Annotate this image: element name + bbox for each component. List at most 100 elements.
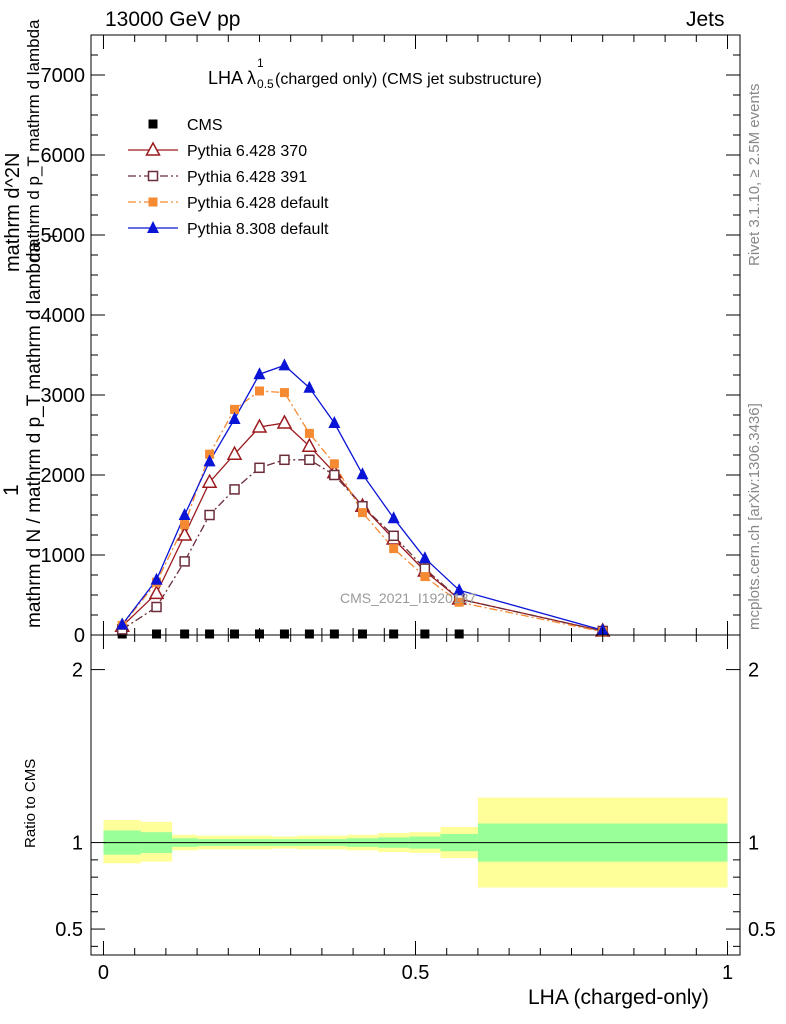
series-line-pythia-8-308-default: [121, 364, 603, 631]
ratio-ytick-label-right: 2: [748, 660, 759, 682]
data-point-pythia-6-428-391: [204, 509, 215, 521]
data-point-pythia-6-428-default: [230, 404, 240, 414]
legend-marker-pythia-8-308-default: [147, 221, 159, 233]
data-point-cms: [454, 629, 464, 639]
main-ytick-label: 2000: [41, 465, 86, 487]
main-ytick-label: 1000: [41, 545, 86, 567]
plot-title: LHA λ 1 0.5 (charged only) (CMS jet substr…: [208, 56, 542, 91]
data-point-pythia-8-308-default: [356, 467, 369, 480]
data-point-pythia-6-428-391: [254, 462, 265, 474]
main-ytick-label: 4000: [41, 305, 86, 327]
data-point-pythia-6-428-391: [229, 484, 240, 495]
data-point-pythia-8-308-default: [278, 358, 291, 371]
legend-label-pythia-6-428-391: Pythia 6.428 391: [187, 169, 307, 186]
data-point-pythia-6-428-default: [254, 386, 264, 396]
main-ytick-label: 6000: [41, 145, 86, 167]
data-point-pythia-6-428-default: [454, 597, 464, 607]
data-point-cms: [279, 629, 289, 639]
side-label-bottom: mcplots.cern.ch [arXiv:1306.3436]: [746, 403, 763, 630]
data-point-pythia-8-308-default: [387, 511, 400, 524]
main-ytick-label: 7000: [41, 65, 86, 87]
x-axis-label: LHA (charged-only): [528, 986, 709, 1009]
data-point-pythia-8-308-default: [150, 572, 163, 585]
ratio-xtick-label: 0.5: [402, 962, 430, 984]
ratio-plot-frame: [90, 634, 741, 956]
data-point-cms: [230, 629, 240, 639]
data-point-cms: [329, 629, 339, 639]
header-left: 13000 GeV pp: [105, 8, 241, 31]
data-point-pythia-6-428-370: [176, 526, 193, 541]
data-point-pythia-6-428-370: [201, 473, 218, 488]
legend-marker-pythia-6-428-default: [148, 197, 158, 207]
data-point-cms: [180, 629, 190, 639]
ylabel-over-mid: mathrm d p_T mathrm d lambda: [24, 19, 43, 263]
legend-label-cms: CMS: [187, 117, 223, 134]
data-point-pythia-6-428-391: [179, 556, 190, 567]
series-line-pythia-6-428-default: [121, 390, 603, 633]
ratio-ytick-label: 1: [72, 833, 83, 855]
data-point-pythia-6-428-370: [251, 418, 268, 433]
legend-label-pythia-8-308-default: Pythia 8.308 default: [187, 221, 329, 238]
data-point-pythia-6-428-370: [148, 584, 165, 600]
data-point-pythia-6-428-391: [419, 563, 431, 574]
data-point-cms: [357, 629, 367, 639]
data-point-pythia-6-428-370: [301, 437, 318, 452]
data-point-pythia-6-428-391: [329, 469, 340, 481]
data-point-pythia-8-308-default: [178, 508, 191, 520]
data-point-pythia-8-308-default: [418, 551, 431, 564]
data-point-pythia-8-308-default: [116, 617, 129, 630]
data-point-pythia-6-428-default: [357, 508, 367, 518]
legend-marker-cms: [148, 119, 158, 129]
ratio-xtick-label: 1: [722, 962, 733, 984]
plot-title-main: LHA λ: [208, 68, 257, 88]
data-point-pythia-6-428-default: [304, 428, 314, 438]
legend-label-pythia-6-428-default: Pythia 6.428 default: [187, 195, 329, 212]
watermark: CMS_2021_I1920187: [340, 590, 477, 606]
plot-title-sub: 0.5: [257, 77, 274, 91]
data-point-pythia-6-428-default: [329, 459, 339, 469]
plot-title-sup: 1: [257, 56, 264, 70]
data-point-cms: [205, 629, 215, 639]
header-right: Jets: [686, 8, 725, 31]
data-point-pythia-8-308-default: [328, 416, 341, 428]
data-point-pythia-8-308-default: [253, 367, 266, 380]
main-ytick-label: 5000: [41, 225, 86, 247]
ratio-ytick-label-right: 1: [748, 833, 759, 855]
main-ytick-label: 0: [74, 625, 85, 647]
legend-marker-pythia-6-428-391: [147, 170, 159, 182]
main-ytick-label: 3000: [41, 385, 86, 407]
data-point-pythia-6-428-default: [205, 449, 215, 459]
data-point-pythia-6-428-default: [420, 572, 430, 582]
ratio-ytick-label-right: 0.5: [748, 919, 776, 941]
data-point-cms: [420, 629, 430, 639]
data-point-cms: [152, 629, 162, 639]
plot-title-rest: (charged only) (CMS jet substructure): [275, 71, 542, 88]
ratio-ytick-label: 2: [72, 660, 83, 682]
data-point-pythia-6-428-default: [180, 520, 190, 530]
data-point-pythia-8-308-default: [453, 583, 466, 596]
ratio-ytick-label: 0.5: [55, 919, 83, 941]
legend-marker-pythia-6-428-370: [145, 141, 161, 156]
data-point-pythia-6-428-default: [389, 544, 399, 554]
ylabel-den-sub: T: [46, 232, 60, 240]
data-point-pythia-6-428-391: [279, 454, 290, 466]
legend-label-pythia-6-428-370: Pythia 6.428 370: [187, 143, 307, 160]
ylabel-numerator: 1: [0, 484, 23, 496]
data-point-pythia-8-308-default: [228, 412, 241, 424]
data-point-pythia-6-428-default: [279, 388, 289, 398]
data-point-pythia-6-428-391: [304, 454, 315, 466]
data-point-cms: [304, 629, 314, 639]
data-point-pythia-6-428-391: [388, 530, 399, 542]
ylabel-denominator: mathrm d N / mathrm d p_T mathrm d lambd…: [24, 241, 45, 628]
ratio-ylabel: Ratio to CMS: [22, 758, 39, 848]
data-point-cms: [389, 629, 399, 639]
data-point-pythia-6-428-370: [276, 414, 293, 429]
side-label-top: Rivet 3.1.10, ≥ 2.5M events: [746, 83, 763, 267]
ylabel-over-top: mathrm d^2N: [2, 152, 24, 272]
ratio-xtick-label: 0: [98, 962, 109, 984]
data-point-pythia-6-428-370: [226, 445, 243, 460]
data-point-pythia-8-308-default: [303, 380, 316, 393]
data-point-pythia-6-428-391: [151, 601, 162, 613]
data-point-pythia-8-308-default: [203, 454, 216, 467]
